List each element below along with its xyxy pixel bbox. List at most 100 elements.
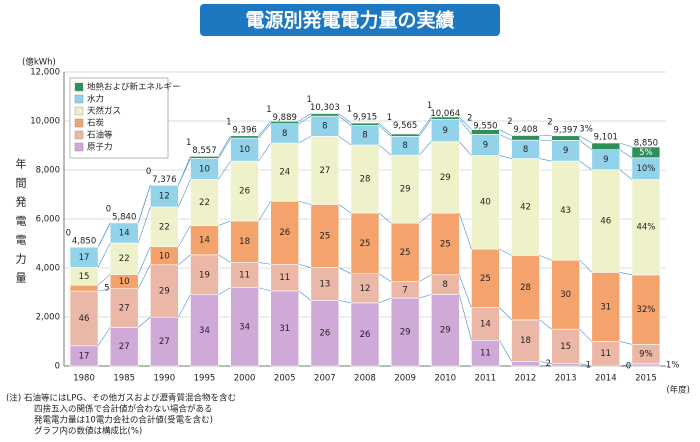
connector xyxy=(339,136,351,145)
data-label: 1 xyxy=(347,105,352,115)
x-tick-label: 2007 xyxy=(314,374,336,384)
data-label: 40 xyxy=(480,198,491,208)
data-label: 0 xyxy=(626,362,631,372)
connector xyxy=(499,249,511,255)
data-label: 9 xyxy=(603,155,608,165)
data-label: 30 xyxy=(560,290,571,300)
total-label: 8,557 xyxy=(192,146,216,156)
data-label: 29 xyxy=(400,328,411,338)
y-tick-label: 0 xyxy=(55,362,60,372)
data-label: 3% xyxy=(579,125,593,135)
connector xyxy=(379,126,391,137)
data-label: 10% xyxy=(636,164,655,174)
connector xyxy=(259,262,271,264)
data-label: 26 xyxy=(239,187,250,197)
note: 石油等にはLPG、その他ガスおよび瀝青質混合物を含む xyxy=(24,393,236,404)
data-label: 1% xyxy=(666,360,680,370)
connector xyxy=(98,223,110,247)
data-label: 8 xyxy=(443,280,448,290)
connector xyxy=(459,294,471,340)
data-label: 27 xyxy=(319,166,330,176)
connector xyxy=(339,114,351,124)
legend-label: 水力 xyxy=(87,94,104,105)
connector xyxy=(218,138,230,158)
connector xyxy=(580,329,592,341)
data-label: 0 xyxy=(146,167,151,177)
note: 発電電力量は10電力会社の合計値(受電を含む) xyxy=(34,415,213,426)
y-unit: (億kWh) xyxy=(22,57,56,68)
x-tick-label: 2005 xyxy=(274,374,296,384)
connector xyxy=(419,213,431,223)
data-label: 5 xyxy=(104,284,109,294)
data-label: 46 xyxy=(79,314,90,324)
data-label: 17 xyxy=(79,351,90,361)
data-label: 9 xyxy=(443,126,448,136)
x-unit: (年度) xyxy=(666,385,690,396)
connector xyxy=(379,123,391,134)
x-tick-label: 1985 xyxy=(113,374,135,384)
connector xyxy=(339,268,351,274)
x-tick-label: 1995 xyxy=(194,374,216,384)
x-tick-label: 2013 xyxy=(555,374,577,384)
data-label: 8 xyxy=(282,129,287,139)
connector xyxy=(138,207,150,243)
data-label: 31 xyxy=(279,324,290,334)
connector xyxy=(499,155,511,158)
connector xyxy=(620,170,632,180)
connector xyxy=(419,275,431,282)
data-label: 29 xyxy=(400,185,411,195)
bar-segment xyxy=(70,285,98,291)
connector xyxy=(218,221,230,226)
bar-segment xyxy=(592,143,620,150)
bar-segment xyxy=(311,114,339,117)
connector xyxy=(379,213,391,223)
data-label: 19 xyxy=(199,270,210,280)
connector xyxy=(540,255,552,260)
connector xyxy=(138,265,150,289)
data-label: 2 xyxy=(467,114,472,124)
total-label: 7,376 xyxy=(152,175,176,185)
connector xyxy=(459,275,471,308)
data-label: 7 xyxy=(402,285,407,295)
data-label: 25 xyxy=(400,248,411,258)
data-label: 29 xyxy=(159,287,170,297)
data-label: 24 xyxy=(279,168,290,178)
connector xyxy=(138,185,150,223)
data-label: 44% xyxy=(636,223,655,233)
data-label: 42 xyxy=(520,202,531,212)
data-label: 9 xyxy=(563,146,568,156)
data-label: 0 xyxy=(106,204,111,214)
data-label: 29 xyxy=(440,173,451,183)
x-tick-label: 2008 xyxy=(354,374,376,384)
data-label: 1 xyxy=(387,113,392,123)
bar-segment xyxy=(512,136,540,141)
y-tick-label: 8,000 xyxy=(36,166,60,176)
data-label: 15 xyxy=(79,272,90,282)
connector xyxy=(499,308,511,320)
chart-title: 電源別発電電力量の実績 xyxy=(245,9,454,32)
connector xyxy=(459,213,471,249)
data-label: 10 xyxy=(199,164,210,174)
data-label: 26 xyxy=(279,228,290,238)
connector xyxy=(178,295,190,317)
data-label: 8 xyxy=(362,131,367,141)
data-label: 2 xyxy=(507,117,512,127)
total-label: 9,408 xyxy=(513,125,537,135)
total-label: 9,101 xyxy=(594,133,618,143)
data-label: 25 xyxy=(319,232,330,242)
data-label: 14 xyxy=(480,319,491,329)
data-label: 18 xyxy=(239,237,250,247)
data-label: 1 xyxy=(186,138,191,148)
connector xyxy=(138,247,150,275)
y-tick-label: 2,000 xyxy=(36,313,60,323)
total-label: 4,850 xyxy=(72,237,96,247)
data-label: 25 xyxy=(440,239,451,249)
data-label: 10 xyxy=(239,145,250,155)
data-label: 11 xyxy=(239,271,250,281)
data-label: 1 xyxy=(226,117,231,127)
data-label: 25 xyxy=(480,274,491,284)
x-tick-label: 1990 xyxy=(154,374,176,384)
data-label: 8 xyxy=(523,145,528,155)
data-label: 22 xyxy=(119,254,130,264)
